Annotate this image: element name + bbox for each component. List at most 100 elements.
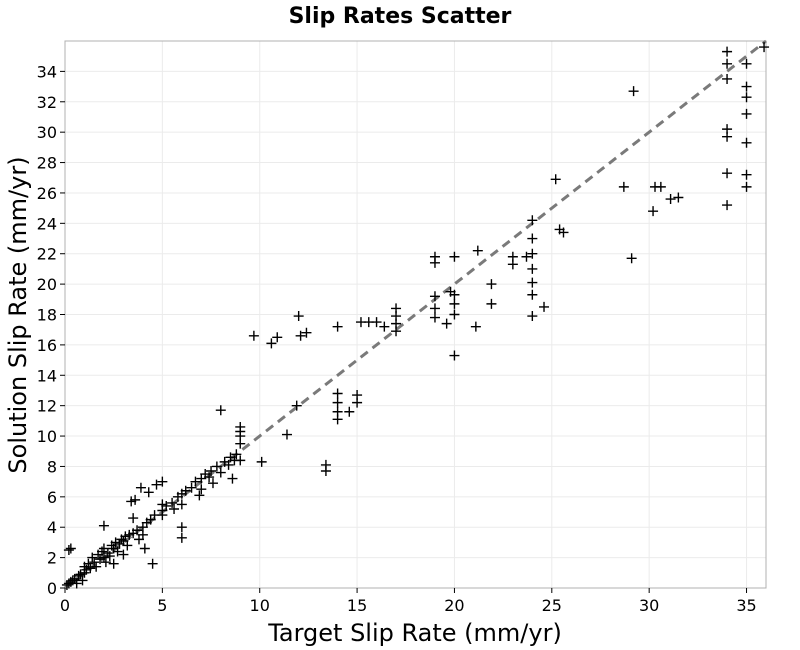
- x-tick-label: 15: [347, 596, 367, 615]
- data-point-marker: [486, 279, 497, 290]
- data-point-marker: [722, 73, 733, 84]
- data-point-marker: [527, 263, 538, 274]
- data-point-marker: [371, 317, 382, 328]
- y-tick-label: 20: [37, 275, 57, 294]
- data-point-marker: [176, 532, 187, 543]
- data-point-marker: [118, 549, 129, 560]
- data-point-marker: [147, 558, 158, 569]
- data-point-marker: [108, 558, 119, 569]
- data-point-marker: [227, 473, 238, 484]
- data-point-marker: [486, 298, 497, 309]
- data-point-marker: [441, 318, 452, 329]
- data-point-marker: [648, 206, 659, 217]
- axis-ticks: 0 5 10 15 20 25 30 3502468101214161820222426283…: [37, 62, 757, 615]
- data-point-marker: [248, 330, 259, 341]
- data-point-marker: [139, 543, 150, 554]
- data-point-marker: [135, 482, 146, 493]
- data-point-marker: [722, 200, 733, 211]
- data-point-marker: [741, 92, 752, 103]
- x-tick-label: 10: [250, 596, 270, 615]
- data-point-marker: [100, 557, 111, 568]
- data-point-marker: [722, 168, 733, 179]
- data-point-marker: [449, 298, 460, 309]
- y-tick-label: 2: [47, 549, 57, 568]
- reference-line-y-equals-x: [64, 39, 767, 590]
- data-point-marker: [741, 137, 752, 148]
- y-axis-label: Solution Slip Rate (mm/yr): [4, 156, 32, 473]
- data-point-marker: [122, 540, 133, 551]
- data-point-marker: [128, 513, 139, 524]
- data-point-marker: [673, 192, 684, 203]
- data-point-marker: [429, 251, 440, 262]
- y-tick-label: 32: [37, 93, 57, 112]
- data-point-marker: [223, 459, 234, 470]
- data-point-marker: [332, 406, 343, 417]
- data-point-marker: [741, 81, 752, 92]
- data-point-marker: [91, 561, 102, 572]
- data-point-marker: [391, 303, 402, 314]
- data-point-marker: [655, 181, 666, 192]
- data-point-marker: [429, 303, 440, 314]
- data-point-marker: [194, 490, 205, 501]
- data-point-marker: [320, 459, 331, 470]
- data-point-marker: [235, 421, 246, 432]
- data-point-marker: [472, 245, 483, 256]
- data-point-marker: [521, 251, 532, 262]
- data-point-marker: [527, 233, 538, 244]
- data-point-marker: [157, 510, 168, 521]
- data-point-marker: [71, 578, 82, 589]
- data-point-marker: [176, 522, 187, 533]
- data-point-marker: [449, 251, 460, 262]
- data-point-marker: [176, 499, 187, 510]
- data-point-marker: [89, 557, 100, 568]
- data-point-marker: [272, 332, 283, 343]
- data-point-marker: [157, 476, 168, 487]
- data-point-marker: [722, 46, 733, 57]
- data-point-marker: [527, 289, 538, 300]
- y-tick-label: 26: [37, 184, 57, 203]
- data-point-marker: [626, 253, 637, 264]
- data-point-marker: [98, 520, 109, 531]
- data-point-marker: [344, 406, 355, 417]
- data-point-marker: [215, 467, 226, 478]
- y-tick-label: 8: [47, 457, 57, 476]
- y-tick-label: 30: [37, 123, 57, 142]
- data-point-marker: [429, 291, 440, 302]
- data-point-marker: [332, 321, 343, 332]
- data-point-marker: [281, 429, 292, 440]
- data-point-marker: [741, 181, 752, 192]
- data-point-marker: [169, 503, 180, 514]
- data-point-marker: [291, 400, 302, 411]
- data-point-marker: [507, 251, 518, 262]
- data-point-marker: [527, 215, 538, 226]
- y-tick-label: 12: [37, 397, 57, 416]
- data-point-marker: [558, 227, 569, 238]
- data-point-marker: [215, 405, 226, 416]
- data-point-marker: [293, 311, 304, 322]
- data-point-marker: [295, 330, 306, 341]
- data-point-marker: [527, 311, 538, 322]
- data-point-marker: [527, 277, 538, 288]
- data-point-marker: [112, 546, 123, 557]
- data-point-marker: [190, 476, 201, 487]
- data-point-marker: [527, 248, 538, 259]
- data-point-marker: [104, 551, 115, 562]
- data-point-marker: [132, 525, 143, 536]
- y-tick-label: 34: [37, 62, 57, 81]
- data-point-marker: [151, 479, 162, 490]
- data-point-marker: [722, 124, 733, 135]
- data-point-marker: [332, 397, 343, 408]
- y-tick-label: 16: [37, 336, 57, 355]
- y-tick-label: 10: [37, 427, 57, 446]
- chart-title: Slip Rates Scatter: [289, 4, 512, 29]
- data-point-marker: [186, 482, 197, 493]
- data-point-marker: [470, 321, 481, 332]
- data-points: [61, 42, 770, 590]
- x-tick-label: 30: [639, 596, 659, 615]
- data-point-marker: [301, 327, 312, 338]
- data-point-marker: [65, 543, 76, 554]
- data-point-marker: [211, 461, 222, 472]
- data-point-marker: [379, 321, 390, 332]
- x-tick-label: 35: [736, 596, 756, 615]
- data-point-marker: [130, 494, 141, 505]
